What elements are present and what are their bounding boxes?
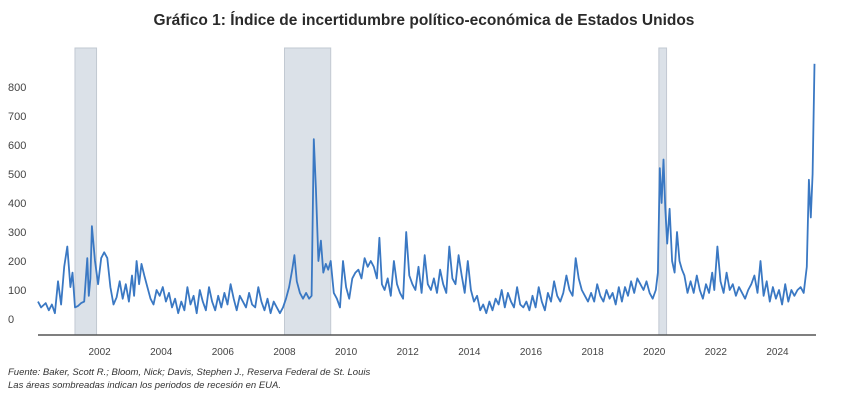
- series-line: [37, 63, 816, 315]
- y-tick-label: 600: [8, 140, 26, 152]
- chart-title: Gráfico 1: Índice de incertidumbre polít…: [153, 12, 695, 29]
- x-tick-label: 2024: [766, 347, 789, 358]
- x-tick-label: 2022: [705, 347, 728, 358]
- y-tick-label: 0: [8, 314, 14, 326]
- x-tick-label: 2006: [212, 347, 235, 358]
- x-tick-label: 2016: [520, 347, 543, 358]
- x-tick-label: 2010: [335, 347, 358, 358]
- x-tick-label: 2020: [643, 347, 666, 358]
- y-tick-label: 300: [8, 227, 26, 239]
- source-line: Fuente: Baker, Scott R.; Bloom, Nick; Da…: [8, 367, 371, 378]
- y-tick-label: 500: [8, 169, 26, 181]
- source-note: Fuente: Baker, Scott R.; Bloom, Nick; Da…: [8, 366, 370, 392]
- y-tick-label: 800: [8, 82, 26, 94]
- line-chart: 0 100 200 300 400 500 600 700 800 2002 2004 2006 200…: [8, 47, 816, 358]
- recession-band: [283, 47, 332, 336]
- x-tick-label: 2004: [150, 347, 173, 358]
- x-tick-label: 2014: [458, 347, 481, 358]
- x-tick-label: 2018: [581, 347, 604, 358]
- x-tick-label: 2012: [397, 347, 420, 358]
- x-tick-label: 2002: [88, 347, 111, 358]
- x-tick-label: 2008: [273, 347, 296, 358]
- y-tick-label: 400: [8, 198, 26, 210]
- recession-note: Las áreas sombreadas indican los periodo…: [8, 380, 282, 391]
- y-tick-label: 200: [8, 256, 26, 268]
- y-tick-label: 100: [8, 285, 26, 297]
- y-tick-label: 700: [8, 111, 26, 123]
